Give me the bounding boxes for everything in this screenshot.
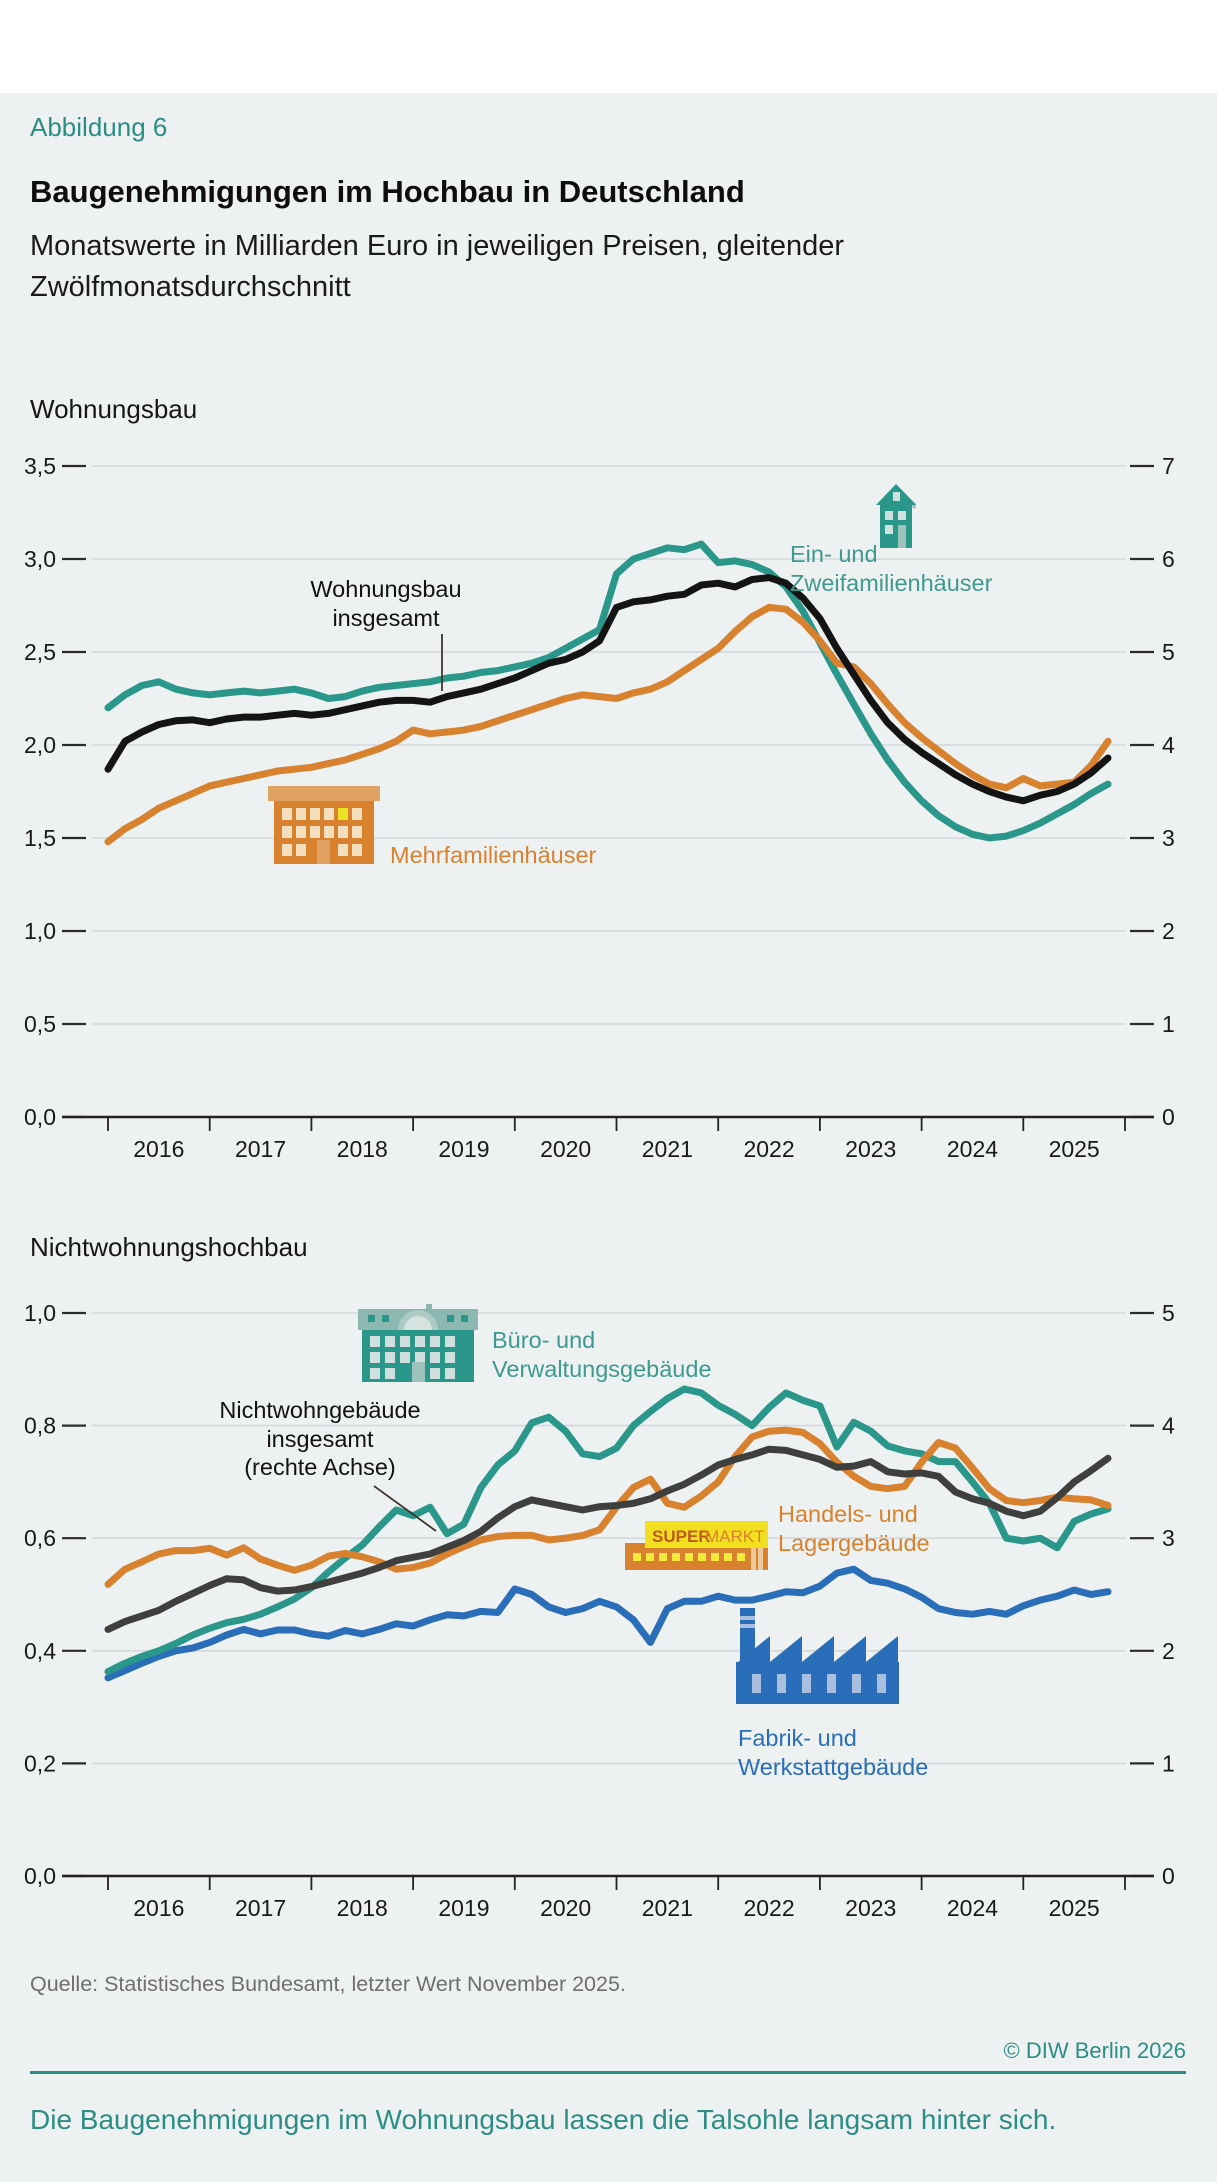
factory-icon (736, 1608, 899, 1704)
svg-text:3,5: 3,5 (24, 453, 56, 479)
legend-handels-und-lagergebaeude: Handels- und Lagergebäude (778, 1501, 930, 1557)
svg-text:2019: 2019 (438, 1895, 489, 1921)
svg-text:1: 1 (1162, 1011, 1175, 1037)
svg-text:0,0: 0,0 (24, 1863, 56, 1889)
svg-text:2023: 2023 (845, 1895, 896, 1921)
svg-text:5: 5 (1162, 639, 1175, 665)
legend-mehrfamilienhaeuser: Mehrfamilienhäuser (390, 842, 597, 868)
section-label-nichtwohnungshochbau: Nichtwohnungshochbau (30, 1232, 308, 1262)
svg-text:2024: 2024 (947, 1895, 998, 1921)
svg-text:2020: 2020 (540, 1136, 591, 1162)
svg-text:2022: 2022 (743, 1136, 794, 1162)
office-building-icon (358, 1304, 478, 1382)
svg-text:3,0: 3,0 (24, 546, 56, 572)
figure-panel (0, 93, 1217, 2182)
figure-subtitle: Monatswerte in Milliarden Euro in jeweil… (30, 226, 844, 307)
svg-text:1,0: 1,0 (24, 918, 56, 944)
svg-text:2025: 2025 (1049, 1136, 1100, 1162)
svg-text:1,5: 1,5 (24, 825, 56, 851)
nichtwohnungshochbau-chart: 1,0 5 0,8 4 0,6 3 0,4 2 0,2 1 0,0 0 2016 2017 2018 2019… (24, 1300, 1175, 1921)
supermarket-icon: SUPER MARKT (625, 1521, 768, 1570)
supermarkt-sign-text: MARKT (705, 1527, 765, 1546)
svg-text:0,5: 0,5 (24, 1011, 56, 1037)
svg-text:2021: 2021 (642, 1895, 693, 1921)
svg-text:2024: 2024 (947, 1136, 998, 1162)
copyright-note: © DIW Berlin 2026 (1003, 2038, 1187, 2063)
source-note: Quelle: Statistisches Bundesamt, letzter… (30, 1972, 626, 1996)
svg-text:0: 0 (1162, 1863, 1175, 1889)
svg-text:5: 5 (1162, 1300, 1175, 1326)
svg-text:2016: 2016 (133, 1895, 184, 1921)
svg-text:2023: 2023 (845, 1136, 896, 1162)
svg-text:2019: 2019 (438, 1136, 489, 1162)
svg-text:7: 7 (1162, 453, 1175, 479)
svg-text:0,0: 0,0 (24, 1104, 56, 1130)
annotation-wohnungsbau-insgesamt: Wohnungsbau insgesamt (310, 576, 462, 631)
svg-text:1,0: 1,0 (24, 1300, 56, 1326)
svg-text:1: 1 (1162, 1750, 1175, 1776)
svg-text:2018: 2018 (337, 1895, 388, 1921)
subtitle-line-2: Zwölfmonatsdurchschnitt (30, 270, 351, 303)
svg-text:2: 2 (1162, 1638, 1175, 1664)
apartment-building-icon (268, 786, 380, 864)
svg-text:2025: 2025 (1049, 1895, 1100, 1921)
svg-text:6: 6 (1162, 546, 1175, 572)
svg-text:2022: 2022 (743, 1895, 794, 1921)
svg-text:0,4: 0,4 (24, 1638, 56, 1664)
svg-text:0: 0 (1162, 1104, 1175, 1130)
svg-text:2017: 2017 (235, 1136, 286, 1162)
svg-text:3: 3 (1162, 825, 1175, 851)
svg-text:2: 2 (1162, 918, 1175, 944)
claim-text: Die Baugenehmigungen im Wohnungsbau lass… (30, 2104, 1057, 2135)
footer-rule (30, 2071, 1186, 2074)
supermarkt-sign-text-bold: SUPER (652, 1527, 711, 1546)
svg-text:0,8: 0,8 (24, 1413, 56, 1439)
svg-text:2021: 2021 (642, 1136, 693, 1162)
subtitle-line-1: Monatswerte in Milliarden Euro in jeweil… (30, 230, 845, 262)
svg-text:2020: 2020 (540, 1895, 591, 1921)
svg-text:3: 3 (1162, 1525, 1175, 1551)
annotation-nichtwohngebaeude-insgesamt: Nichtwohngebäude insgesamt (rechte Achse… (219, 1397, 421, 1481)
svg-text:0,6: 0,6 (24, 1525, 56, 1551)
legend-ein-und-zweifamilienhaeuser: Ein- und Zweifamilienhäuser (790, 541, 993, 597)
svg-text:2016: 2016 (133, 1136, 184, 1162)
svg-text:2,5: 2,5 (24, 639, 56, 665)
figure-title: Baugenehmigungen im Hochbau in Deutschla… (30, 174, 745, 209)
wohnungsbau-chart: 3,5 7 3,0 6 2,5 5 2,0 4 1,5 3 1,0 2 0,5 1 0,0 0 2016 2017… (24, 453, 1175, 1162)
single-family-house-icon (876, 484, 916, 548)
section-label-wohnungsbau: Wohnungsbau (30, 394, 198, 424)
svg-text:4: 4 (1162, 732, 1175, 758)
svg-text:4: 4 (1162, 1413, 1175, 1439)
svg-text:2017: 2017 (235, 1895, 286, 1921)
svg-text:2018: 2018 (337, 1136, 388, 1162)
legend-fabrik-und-werkstattgebaeude: Fabrik- und Werkstattgebäude (738, 1725, 929, 1781)
legend-buero-und-verwaltungsgebaeude: Büro- und Verwaltungsgebäude (492, 1327, 712, 1383)
figure-kicker: Abbildung 6 (30, 112, 168, 142)
svg-text:2,0: 2,0 (24, 732, 56, 758)
svg-text:0,2: 0,2 (24, 1750, 56, 1776)
